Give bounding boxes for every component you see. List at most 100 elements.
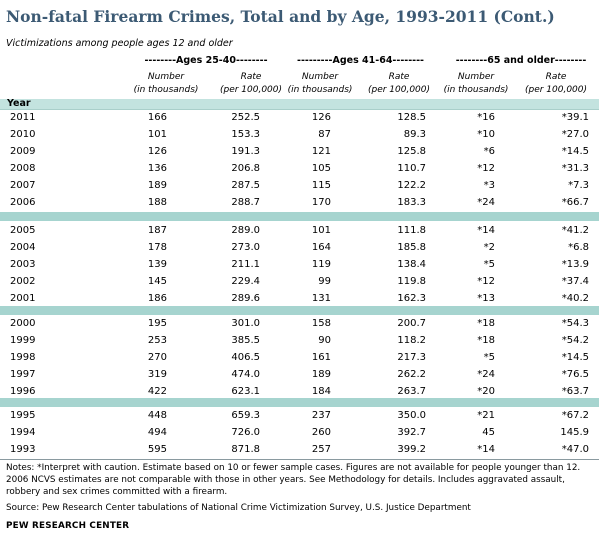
cell-year: 1999 bbox=[10, 335, 36, 346]
cell-year: 1997 bbox=[10, 369, 36, 380]
cell-rate-25-40: 206.8 bbox=[231, 163, 260, 174]
table-row: 2004 178 273.0 164 185.8 *2 *6.8 bbox=[0, 239, 599, 256]
cell-rate-65-plus: *31.3 bbox=[561, 163, 589, 174]
cell-year: 2000 bbox=[10, 318, 36, 329]
cell-rate-25-40: 301.0 bbox=[231, 318, 260, 329]
cell-rate-25-40: 623.1 bbox=[231, 386, 260, 397]
cell-number-65-plus: *21 bbox=[477, 410, 495, 421]
col-header-number-41-64: Number (in thousands) bbox=[287, 72, 353, 95]
cell-number-25-40: 270 bbox=[147, 352, 167, 363]
cell-number-41-64: 184 bbox=[311, 386, 331, 397]
cell-number-65-plus: *5 bbox=[483, 259, 495, 270]
cell-number-25-40: 101 bbox=[147, 129, 167, 140]
cell-rate-41-64: 185.8 bbox=[397, 242, 426, 253]
cell-year: 2004 bbox=[10, 242, 36, 253]
cell-rate-25-40: 191.3 bbox=[231, 146, 260, 157]
cell-number-41-64: 126 bbox=[311, 112, 331, 123]
cell-number-25-40: 448 bbox=[147, 410, 167, 421]
cell-number-25-40: 186 bbox=[147, 293, 167, 304]
cell-rate-25-40: 289.6 bbox=[231, 293, 260, 304]
source: Source: Pew Research Center tabulations … bbox=[6, 503, 471, 513]
cell-rate-65-plus: *14.5 bbox=[561, 352, 589, 363]
cell-rate-25-40: 229.4 bbox=[231, 276, 260, 287]
cell-year: 2010 bbox=[10, 129, 36, 140]
cell-rate-65-plus: *67.2 bbox=[561, 410, 589, 421]
cell-number-41-64: 161 bbox=[311, 352, 331, 363]
cell-number-25-40: 494 bbox=[147, 427, 167, 438]
cell-rate-65-plus: 145.9 bbox=[560, 427, 589, 438]
cell-number-41-64: 260 bbox=[311, 427, 331, 438]
cell-year: 2007 bbox=[10, 180, 36, 191]
cell-number-65-plus: *12 bbox=[477, 163, 495, 174]
cell-number-41-64: 119 bbox=[311, 259, 331, 270]
cell-number-25-40: 188 bbox=[147, 197, 167, 208]
col-header-number-65-plus: Number (in thousands) bbox=[443, 72, 509, 95]
cell-number-65-plus: *18 bbox=[477, 318, 495, 329]
cell-year: 1994 bbox=[10, 427, 36, 438]
cell-rate-65-plus: *6.8 bbox=[568, 242, 589, 253]
cell-number-41-64: 115 bbox=[311, 180, 331, 191]
table-row: 2002 145 229.4 99 119.8 *12 *37.4 bbox=[0, 273, 599, 290]
cell-number-25-40: 422 bbox=[147, 386, 167, 397]
table-row: 1993 595 871.8 257 399.2 *14 *47.0 bbox=[0, 441, 599, 458]
year-column-label: Year bbox=[7, 98, 31, 109]
cell-number-41-64: 158 bbox=[311, 318, 331, 329]
cell-number-65-plus: *24 bbox=[477, 369, 495, 380]
cell-year: 2001 bbox=[10, 293, 36, 304]
cell-year: 2008 bbox=[10, 163, 36, 174]
table-row: 2001 186 289.6 131 162.3 *13 *40.2 bbox=[0, 290, 599, 307]
cell-number-41-64: 237 bbox=[311, 410, 331, 421]
cell-rate-41-64: 122.2 bbox=[397, 180, 426, 191]
cell-number-41-64: 257 bbox=[311, 444, 331, 455]
cell-rate-65-plus: *63.7 bbox=[561, 386, 589, 397]
cell-number-65-plus: *3 bbox=[483, 180, 495, 191]
cell-year: 1998 bbox=[10, 352, 36, 363]
separator-band bbox=[0, 212, 599, 221]
cell-rate-41-64: 125.8 bbox=[397, 146, 426, 157]
cell-rate-65-plus: *37.4 bbox=[561, 276, 589, 287]
cell-number-41-64: 99 bbox=[318, 276, 331, 287]
cell-number-41-64: 101 bbox=[311, 225, 331, 236]
col-header-number-25-40: Number (in thousands) bbox=[133, 72, 199, 95]
cell-rate-41-64: 350.0 bbox=[397, 410, 426, 421]
divider bbox=[0, 459, 599, 460]
cell-rate-25-40: 273.0 bbox=[231, 242, 260, 253]
cell-number-65-plus: *10 bbox=[477, 129, 495, 140]
cell-year: 2011 bbox=[10, 112, 36, 123]
cell-number-65-plus: *6 bbox=[483, 146, 495, 157]
cell-number-65-plus: 45 bbox=[482, 427, 495, 438]
cell-rate-65-plus: *54.3 bbox=[561, 318, 589, 329]
group-header-65-and-older: --------65 and older-------- bbox=[455, 55, 587, 66]
cell-rate-65-plus: *54.2 bbox=[561, 335, 589, 346]
cell-number-25-40: 319 bbox=[147, 369, 167, 380]
cell-number-41-64: 90 bbox=[318, 335, 331, 346]
cell-rate-41-64: 128.5 bbox=[397, 112, 426, 123]
cell-year: 1996 bbox=[10, 386, 36, 397]
cell-number-25-40: 178 bbox=[147, 242, 167, 253]
table-row: 2003 139 211.1 119 138.4 *5 *13.9 bbox=[0, 256, 599, 273]
cell-number-25-40: 145 bbox=[147, 276, 167, 287]
table-row: 1995 448 659.3 237 350.0 *21 *67.2 bbox=[0, 407, 599, 424]
cell-rate-25-40: 153.3 bbox=[231, 129, 260, 140]
cell-number-41-64: 131 bbox=[311, 293, 331, 304]
cell-rate-65-plus: *13.9 bbox=[561, 259, 589, 270]
page-title: Non-fatal Firearm Crimes, Total and by A… bbox=[6, 7, 555, 26]
cell-number-65-plus: *12 bbox=[477, 276, 495, 287]
table-row: 1996 422 623.1 184 263.7 *20 *63.7 bbox=[0, 383, 599, 400]
cell-rate-65-plus: *47.0 bbox=[561, 444, 589, 455]
separator-band bbox=[0, 398, 599, 407]
cell-number-25-40: 126 bbox=[147, 146, 167, 157]
col-header-rate-65-plus: Rate (per 100,000) bbox=[524, 72, 588, 95]
cell-rate-25-40: 287.5 bbox=[231, 180, 260, 191]
cell-rate-65-plus: *40.2 bbox=[561, 293, 589, 304]
table-row: 2006 188 288.7 170 183.3 *24 *66.7 bbox=[0, 194, 599, 211]
cell-number-25-40: 253 bbox=[147, 335, 167, 346]
group-header-ages-41-64: ---------Ages 41-64-------- bbox=[297, 55, 424, 66]
credit: PEW RESEARCH CENTER bbox=[6, 521, 130, 531]
table-row: 1997 319 474.0 189 262.2 *24 *76.5 bbox=[0, 366, 599, 383]
cell-number-65-plus: *20 bbox=[477, 386, 495, 397]
cell-year: 2005 bbox=[10, 225, 36, 236]
table-row: 2009 126 191.3 121 125.8 *6 *14.5 bbox=[0, 143, 599, 160]
table-row: 1998 270 406.5 161 217.3 *5 *14.5 bbox=[0, 349, 599, 366]
cell-rate-25-40: 406.5 bbox=[231, 352, 260, 363]
